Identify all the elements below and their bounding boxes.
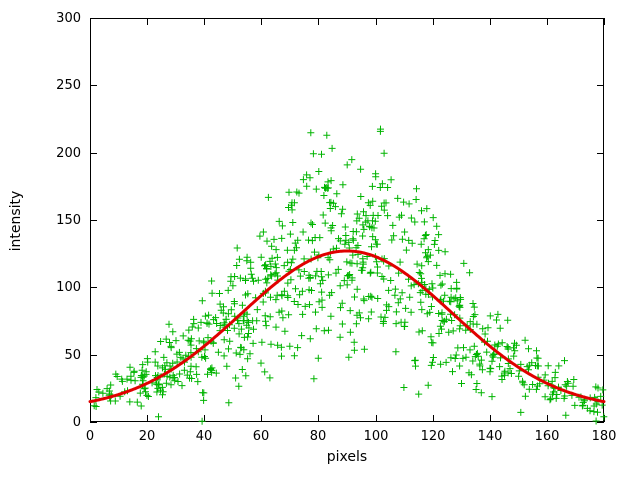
fit-curve (88, 249, 606, 404)
y-tick-label: 300 (56, 11, 81, 26)
x-tick-label: 60 (253, 429, 270, 444)
x-tick-label: 80 (310, 429, 327, 444)
x-tick-label: 0 (86, 429, 94, 444)
x-axis-label: pixels (326, 449, 368, 465)
y-axis-label: intensity (8, 190, 24, 252)
y-tick-label: 200 (56, 146, 81, 161)
y-tick-label: 250 (56, 78, 81, 93)
x-tick-label: 160 (535, 429, 560, 444)
scatter-series (90, 125, 608, 425)
plot-border (90, 18, 604, 422)
y-tick-label: 50 (64, 348, 81, 363)
x-tick-label: 140 (478, 429, 503, 444)
y-tick-label: 100 (56, 280, 81, 295)
x-tick-label: 20 (139, 429, 156, 444)
y-tick-label: 150 (56, 213, 81, 228)
x-tick-label: 120 (421, 429, 446, 444)
y-tick-label: 0 (73, 415, 81, 430)
x-tick-label: 100 (364, 429, 389, 444)
x-tick-label: 40 (196, 429, 213, 444)
axis-ticks (90, 18, 605, 423)
x-tick-label: 180 (592, 429, 617, 444)
